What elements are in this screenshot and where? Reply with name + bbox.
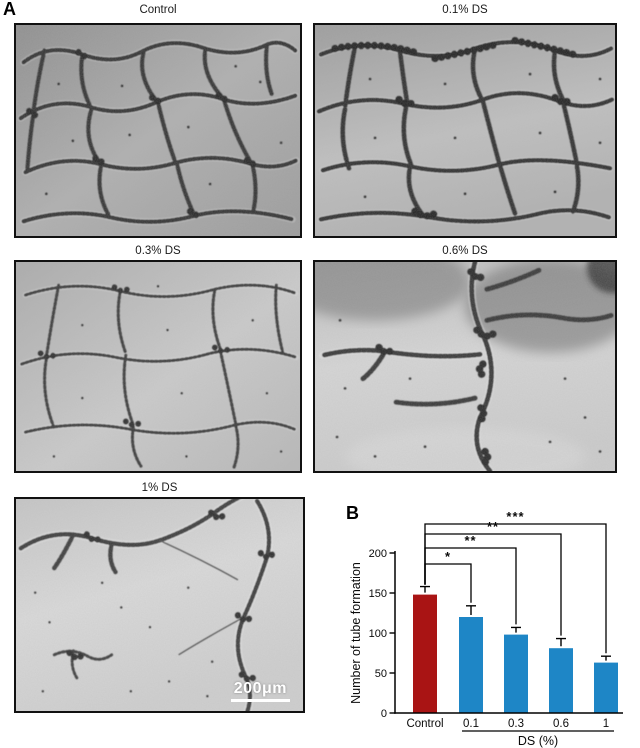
- x-axis-group-label: DS (%): [518, 734, 558, 748]
- photo-grain: [315, 25, 615, 236]
- micrograph-title-0-1ds: 0.1% DS: [442, 4, 488, 16]
- photo-grain: [16, 25, 300, 236]
- svg-text:100: 100: [369, 628, 387, 640]
- significance-brackets: ********: [424, 509, 607, 654]
- micrograph-0-6ds: [313, 260, 617, 473]
- photo-grain: [315, 262, 615, 471]
- x-axis: Control 0.1 0.3 0.6 1 DS (%): [394, 712, 623, 748]
- micrograph-0-3ds: [14, 260, 302, 473]
- svg-text:150: 150: [369, 588, 387, 600]
- y-axis: 0 50 100 150 200 Number of tube formation: [349, 548, 396, 720]
- panel-a-label: A: [3, 0, 16, 19]
- svg-text:***: ***: [506, 509, 524, 524]
- error-bars: [420, 585, 611, 661]
- scale-bar: 200μm: [230, 680, 290, 702]
- photo-grain: [16, 499, 303, 711]
- micrograph-title-0-3ds: 0.3% DS: [135, 245, 181, 257]
- micrograph-title-1ds: 1% DS: [141, 482, 178, 494]
- panel-b-label: B: [346, 503, 359, 523]
- micrograph-0-1ds: [313, 23, 617, 238]
- micrograph-title-control: Control: [139, 4, 177, 16]
- micrograph-control: [14, 23, 302, 238]
- svg-text:**: **: [464, 533, 476, 548]
- svg-text:Control: Control: [406, 718, 443, 730]
- svg-text:0: 0: [381, 708, 387, 720]
- micrograph-title-0-6ds: 0.6% DS: [442, 245, 488, 257]
- svg-text:1: 1: [603, 718, 609, 730]
- y-axis-title: Number of tube formation: [349, 562, 363, 704]
- micrograph-1ds: 200μm: [14, 497, 305, 713]
- y-axis-ticks: 0 50 100 150 200: [369, 548, 395, 720]
- bars: [413, 594, 618, 713]
- svg-text:50: 50: [375, 668, 387, 680]
- svg-text:0.1: 0.1: [463, 718, 479, 730]
- svg-text:0.6: 0.6: [553, 718, 569, 730]
- x-tick-labels: Control 0.1 0.3 0.6 1: [406, 718, 609, 730]
- svg-text:200: 200: [369, 548, 387, 560]
- svg-text:**: **: [487, 519, 499, 534]
- photo-grain: [16, 262, 300, 471]
- svg-text:0.3: 0.3: [508, 718, 524, 730]
- svg-text:*: *: [445, 549, 451, 564]
